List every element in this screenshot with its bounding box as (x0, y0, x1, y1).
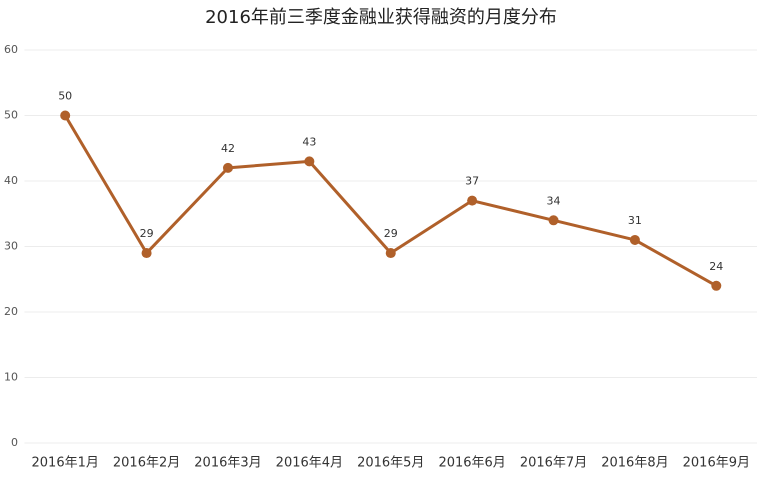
y-tick-label: 50 (4, 109, 18, 122)
chart-title: 2016年前三季度金融业获得融资的月度分布 (205, 7, 557, 28)
y-tick-label: 20 (4, 305, 18, 318)
value-label: 34 (547, 194, 561, 207)
x-tick-label: 2016年4月 (276, 456, 343, 471)
y-tick-label: 30 (4, 240, 18, 253)
point (629, 234, 640, 245)
point (711, 280, 722, 291)
point (548, 215, 559, 226)
x-tick-label: 2016年6月 (438, 456, 505, 471)
value-label: 37 (465, 175, 479, 188)
x-tick-label: 2016年5月 (357, 456, 424, 471)
x-tick-label: 2016年9月 (683, 456, 750, 471)
x-tick-label: 2016年2月 (113, 456, 180, 471)
value-label: 29 (384, 227, 398, 240)
point (60, 110, 71, 121)
value-label: 24 (709, 260, 723, 273)
point (141, 248, 152, 259)
x-tick-label: 2016年7月 (520, 456, 587, 471)
value-label: 50 (58, 90, 72, 103)
y-tick-label: 10 (4, 371, 18, 384)
y-tick-label: 60 (4, 43, 18, 56)
value-label: 29 (140, 227, 154, 240)
y-tick-label: 0 (11, 436, 18, 449)
point (385, 248, 396, 259)
line (63, 114, 718, 288)
x-tick-label: 2016年3月 (194, 456, 261, 471)
point (304, 156, 315, 167)
value-label: 31 (628, 214, 642, 227)
point (222, 162, 233, 173)
point (467, 195, 478, 206)
y-tick-label: 40 (4, 174, 18, 187)
value-label: 42 (221, 142, 235, 155)
value-label: 43 (302, 135, 316, 148)
x-tick-label: 2016年8月 (601, 456, 668, 471)
x-tick-label: 2016年1月 (32, 456, 99, 471)
